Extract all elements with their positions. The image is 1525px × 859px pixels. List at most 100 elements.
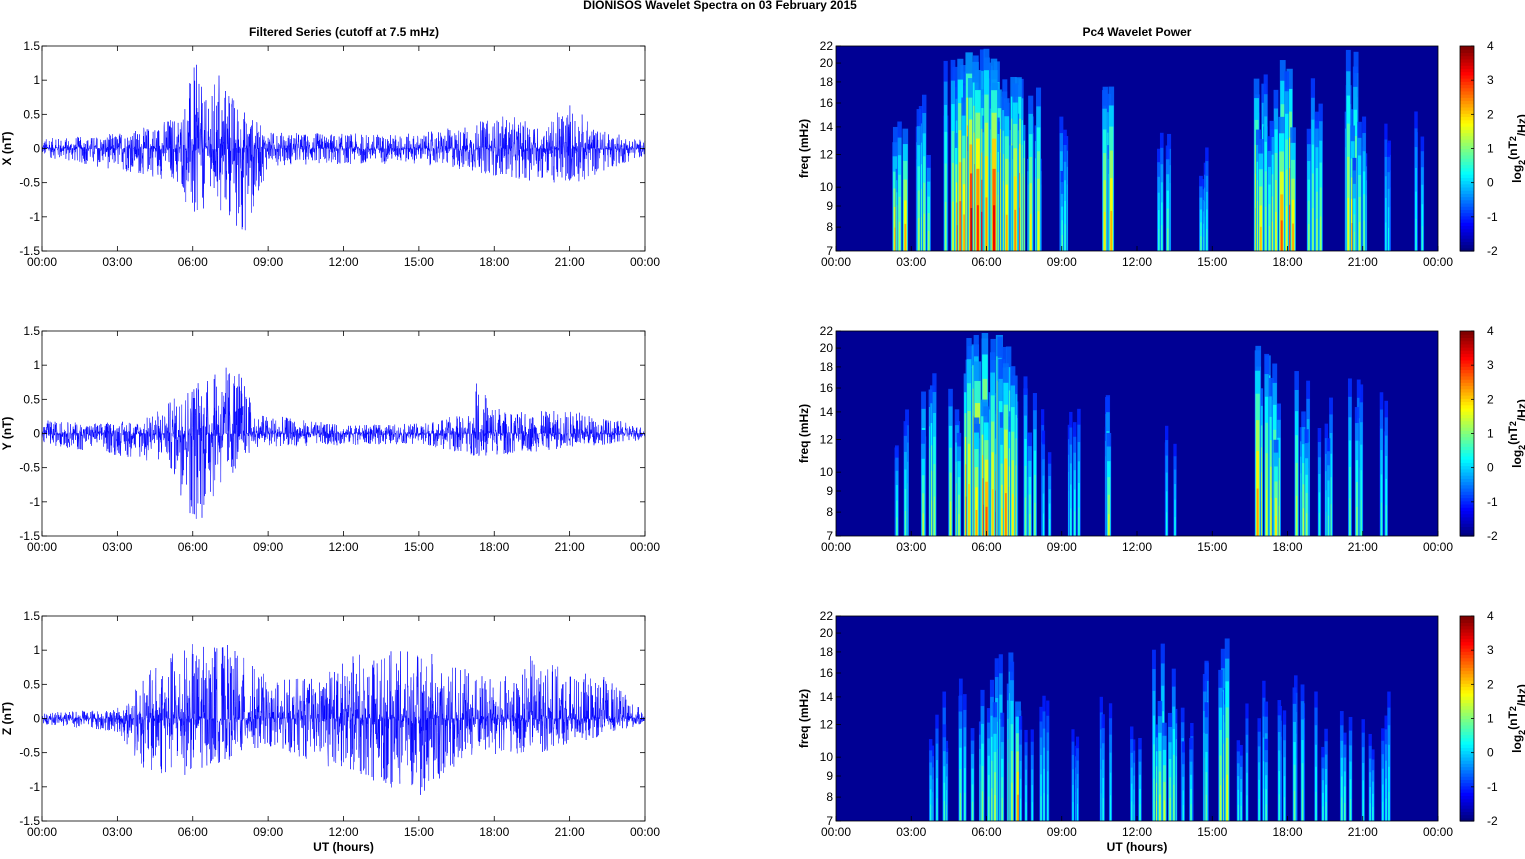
power-burst: [1347, 378, 1364, 536]
y-tick-label: 9: [826, 484, 833, 498]
x-tick-label: 09:00: [253, 255, 283, 269]
x-tick-label: 00:00: [27, 825, 57, 839]
power-burst: [942, 691, 949, 821]
y-tick-label: 10: [820, 180, 834, 194]
x-tick-label: 18:00: [1272, 255, 1302, 269]
power-burst: [1317, 397, 1333, 536]
y-tick-label: 20: [820, 341, 834, 355]
colorbar-tick-label: -2: [1487, 529, 1498, 543]
colorbar-tick-label: -1: [1487, 495, 1498, 509]
series-x-trace: [41, 64, 646, 231]
power-burst: [1152, 643, 1167, 821]
power-burst: [1202, 660, 1209, 821]
x-tick-label: 15:00: [404, 540, 434, 554]
y-tick-label: -1.5: [19, 814, 40, 828]
power-burst: [1294, 371, 1311, 536]
x-tick-label: 03:00: [896, 255, 926, 269]
y-tick-label: 8: [826, 505, 833, 519]
x-tick-label: 12:00: [328, 540, 358, 554]
y-axis-label: Z (nT): [0, 702, 14, 735]
x-tick-label: 18:00: [479, 255, 509, 269]
colorbar-tick-label: -1: [1487, 210, 1498, 224]
x-tick-label: 15:00: [1197, 255, 1227, 269]
y-tick-label: -1.5: [19, 529, 40, 543]
power-burst: [989, 654, 1005, 821]
power-burst: [892, 121, 909, 251]
power-burst: [1071, 729, 1080, 821]
y-tick-label: 1.5: [23, 609, 40, 623]
x-tick-label: 00:00: [821, 255, 851, 269]
colorbar: -2 -1 0 1 2 3 4 log2(nT2/Hz): [1459, 39, 1525, 258]
power-burst: [920, 373, 937, 536]
y-tick-label: 12: [820, 718, 834, 732]
power-burst: [1306, 78, 1323, 252]
y-tick-label: 7: [826, 529, 833, 543]
colorbar-tick-label: 3: [1487, 73, 1494, 87]
left-column-title: Filtered Series (cutoff at 7.5 mHz): [249, 25, 439, 39]
x-tick-label: 12:00: [1122, 540, 1152, 554]
power-burst: [1157, 132, 1172, 251]
y-tick-label: -1.5: [19, 244, 40, 258]
x-tick-label: 03:00: [896, 825, 926, 839]
x-tick-label: 15:00: [1197, 540, 1227, 554]
panels: -1.5-1-0.500.511.500:00 03:00 06:00 09:00 12…: [0, 39, 1525, 854]
y-tick-label: 0.5: [23, 107, 40, 121]
colorbar-tick-label: 3: [1487, 643, 1494, 657]
x-tick-label: 09:00: [1047, 825, 1077, 839]
power-burst: [1010, 76, 1026, 252]
x-axis-label: UT (hours): [1107, 840, 1168, 854]
y-tick-label: -0.5: [19, 176, 40, 190]
x-tick-label: 21:00: [1348, 825, 1378, 839]
line-panel-1: -1.5 -1 -0.5 0 0.5 1 1.5 00:00 03:00 06:00 09:00 12…: [0, 39, 660, 269]
power-burst: [1414, 111, 1425, 251]
colorbar-tick-label: -2: [1487, 814, 1498, 828]
y-tick-label: 1.5: [23, 39, 40, 53]
power-burst: [948, 388, 962, 536]
x-tick-label: 00:00: [27, 255, 57, 269]
heatmap-background: [836, 331, 1438, 536]
colorbar: -2 -1 0 1 2 3 4 log2(nT2/Hz): [1459, 609, 1525, 828]
y-tick-label: 12: [820, 433, 834, 447]
x-tick-label: 12:00: [1122, 825, 1152, 839]
x-tick-label: 00:00: [821, 825, 851, 839]
power-burst: [1379, 392, 1389, 536]
y-tick-label: 22: [820, 39, 834, 53]
x-tick-label: 00:00: [630, 825, 660, 839]
power-burst: [1254, 345, 1271, 536]
colorbar-label: log2(nT2/Hz): [1506, 114, 1525, 183]
y-tick-label: 14: [820, 120, 834, 134]
colorbar-tick-label: 0: [1487, 461, 1494, 475]
figure-title: DIONISOS Wavelet Spectra on 03 February …: [583, 0, 857, 12]
power-burst: [1263, 74, 1279, 252]
power-burst: [1339, 711, 1353, 821]
colorbar-tick-label: 1: [1487, 712, 1494, 726]
power-burst: [1384, 123, 1392, 251]
x-tick-label: 09:00: [253, 825, 283, 839]
x-tick-label: 21:00: [555, 255, 585, 269]
power-burst: [1314, 691, 1328, 821]
y-axis-label: freq (mHz): [797, 404, 811, 463]
y-axis-label: X (nT): [0, 132, 14, 166]
colorbar-tick-label: 2: [1487, 107, 1494, 121]
x-tick-label: 21:00: [1348, 255, 1378, 269]
y-tick-label: 1: [33, 358, 40, 372]
power-burst: [1023, 376, 1037, 536]
x-tick-label: 00:00: [27, 540, 57, 554]
y-tick-label: 16: [820, 666, 834, 680]
x-tick-label: 12:00: [1122, 255, 1152, 269]
power-burst: [958, 678, 975, 821]
colorbar-tick-label: 2: [1487, 392, 1494, 406]
x-tick-label: 09:00: [1047, 540, 1077, 554]
power-burst: [1059, 116, 1069, 251]
power-burst: [1180, 707, 1194, 821]
power-burst: [1027, 87, 1042, 251]
colorbar-label: log2(nT2/Hz): [1506, 399, 1525, 468]
power-burst: [1199, 147, 1209, 251]
x-tick-label: 00:00: [1423, 255, 1453, 269]
colorbar-tick-label: 0: [1487, 746, 1494, 760]
y-tick-label: 18: [820, 360, 834, 374]
power-burst: [1099, 696, 1113, 821]
y-tick-label: 9: [826, 199, 833, 213]
